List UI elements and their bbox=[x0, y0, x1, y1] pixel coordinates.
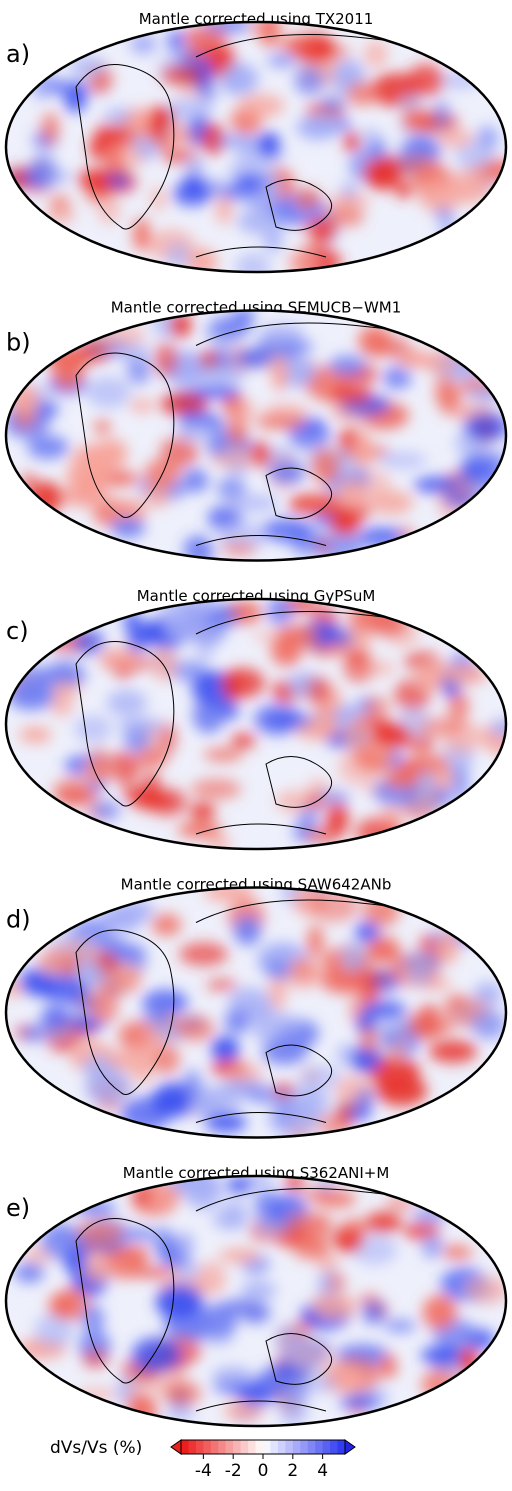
colorbar-tick-label: -4 bbox=[195, 1461, 212, 1481]
colorbar-tick-label: 4 bbox=[317, 1461, 328, 1481]
panel-label: a) bbox=[6, 40, 30, 68]
colorbar-segment bbox=[188, 1440, 197, 1454]
colorbar-segment bbox=[300, 1440, 309, 1454]
colorbar-segment bbox=[307, 1440, 316, 1454]
colorbar-segment bbox=[210, 1440, 219, 1454]
panel-label: d) bbox=[6, 906, 31, 934]
colorbar-tick-label: 0 bbox=[258, 1461, 269, 1481]
colorbar-segment bbox=[285, 1440, 294, 1454]
panel-title: Mantle corrected using SAW642ANb bbox=[121, 876, 392, 894]
colorbar-tick-label: -2 bbox=[225, 1461, 242, 1481]
map-panel: Mantle corrected using SAW642ANb d) bbox=[4, 876, 508, 1139]
coastline bbox=[75, 1188, 477, 1412]
colorbar-segment bbox=[263, 1440, 271, 1454]
map-frame bbox=[4, 886, 508, 1139]
colorbar-segment bbox=[255, 1440, 264, 1454]
map-panel: Mantle corrected using S362ANI+M e) bbox=[4, 1164, 508, 1428]
map-frame bbox=[4, 1174, 508, 1428]
velocity-field bbox=[14, 1176, 506, 1426]
colorbar-arrow-high bbox=[344, 1439, 356, 1455]
colorbar-segment bbox=[322, 1440, 331, 1454]
panel-title: Mantle corrected using SEMUCB−WM1 bbox=[111, 299, 402, 317]
coastline bbox=[75, 322, 477, 546]
colorbar-segment bbox=[292, 1440, 301, 1454]
coastline bbox=[75, 611, 477, 835]
colorbar-segment bbox=[225, 1440, 234, 1454]
map-frame bbox=[4, 597, 508, 851]
colorbar-segment bbox=[315, 1440, 324, 1454]
panel-title: Mantle corrected using S362ANI+M bbox=[123, 1164, 390, 1182]
map-panel: Mantle corrected using GyPSuM c) bbox=[4, 587, 508, 851]
panel-title: Mantle corrected using GyPSuM bbox=[137, 587, 376, 605]
colorbar-arrow-low bbox=[170, 1439, 182, 1455]
colorbar-segment bbox=[218, 1440, 227, 1454]
velocity-field bbox=[6, 887, 506, 1138]
coastline bbox=[75, 899, 477, 1123]
colorbar-segment bbox=[233, 1440, 242, 1454]
map-frame bbox=[4, 20, 508, 274]
colorbar-segment bbox=[337, 1440, 346, 1454]
colorbar-segment bbox=[270, 1440, 279, 1454]
colorbar-segment bbox=[203, 1440, 212, 1454]
colorbar-segment bbox=[240, 1440, 249, 1454]
colorbar-tick-label: 2 bbox=[287, 1461, 298, 1481]
colorbar-segment bbox=[195, 1440, 204, 1454]
map-panel: Mantle corrected using SEMUCB−WM1 b) bbox=[4, 299, 508, 562]
map-panel: Mantle corrected using TX2011 a) bbox=[4, 10, 508, 274]
colorbar-label: dVs/Vs (%) bbox=[50, 1438, 142, 1458]
colorbar-segment bbox=[330, 1440, 339, 1454]
coastline bbox=[75, 34, 477, 258]
panel-label: b) bbox=[6, 329, 31, 357]
panel-title: Mantle corrected using TX2011 bbox=[139, 10, 374, 28]
velocity-field bbox=[6, 599, 506, 849]
velocity-field bbox=[6, 310, 506, 561]
map-frame bbox=[4, 309, 508, 562]
colorbar-segment bbox=[181, 1440, 189, 1454]
panel-label: c) bbox=[6, 617, 29, 645]
colorbar-segment bbox=[248, 1440, 257, 1454]
colorbar-segment bbox=[277, 1440, 286, 1454]
panel-label: e) bbox=[6, 1194, 30, 1222]
colorbar: dVs/Vs (%) -4 -2 0 2 4 bbox=[50, 1438, 356, 1481]
